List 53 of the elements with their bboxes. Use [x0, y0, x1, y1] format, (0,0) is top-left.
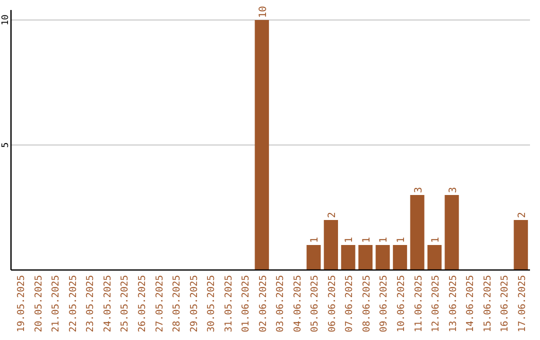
bar: [514, 220, 528, 270]
bar: [324, 220, 338, 270]
x-tick-label: 19.05.2025: [16, 275, 28, 332]
x-tick-label: 22.05.2025: [68, 275, 79, 332]
bar: [358, 245, 373, 270]
data-label: 10: [258, 6, 269, 18]
x-tick-label: 30.05.2025: [206, 275, 218, 332]
x-tick-label: 11.06.2025: [413, 275, 424, 332]
bar: [254, 20, 269, 270]
data-label: 3: [448, 186, 459, 193]
data-label: 1: [430, 236, 442, 243]
x-tick-label: 28.05.2025: [172, 275, 183, 332]
x-tick-label: 14.06.2025: [465, 275, 476, 332]
x-tick-label: 21.05.2025: [50, 275, 62, 332]
bar: [444, 195, 459, 270]
data-label: 2: [326, 212, 338, 218]
x-tick-label: 20.05.2025: [33, 275, 44, 332]
bar: [341, 245, 356, 270]
bar: [427, 245, 442, 270]
x-tick-label: 29.05.2025: [188, 275, 200, 332]
x-tick-label: 26.05.2025: [137, 275, 148, 332]
x-tick-label: 06.06.2025: [326, 275, 338, 332]
x-tick-label: 02.06.2025: [258, 275, 269, 332]
x-tick-label: 17.06.2025: [516, 275, 528, 332]
x-tick-label: 10.06.2025: [396, 275, 407, 332]
x-tick-label: 15.06.2025: [482, 275, 494, 332]
data-label: 1: [378, 236, 390, 243]
x-tick-label: 07.06.2025: [344, 275, 356, 332]
x-tick-label: 27.05.2025: [154, 275, 166, 332]
data-label: 3: [413, 186, 424, 193]
x-tick-label: 16.06.2025: [500, 275, 511, 332]
x-tick-label: 12.06.2025: [430, 275, 442, 332]
x-tick-label: 31.05.2025: [223, 275, 234, 332]
x-tick-label: 23.05.2025: [85, 275, 96, 332]
y-tick-label: 5: [1, 142, 11, 148]
data-label: 1: [361, 236, 372, 243]
x-tick-label: 03.06.2025: [275, 275, 286, 332]
bar: [306, 245, 321, 270]
bar: [410, 195, 424, 270]
x-tick-label: 24.05.2025: [102, 275, 114, 332]
bar: [392, 245, 408, 270]
x-tick-label: 25.05.2025: [120, 275, 131, 332]
x-tick-label: 04.06.2025: [292, 275, 304, 332]
data-label: 1: [344, 236, 356, 243]
data-label: 1: [310, 236, 321, 243]
x-tick-label: 09.06.2025: [378, 275, 390, 332]
bar: [376, 245, 390, 270]
data-label: 1: [396, 236, 407, 243]
x-tick-label: 05.06.2025: [310, 275, 321, 332]
x-tick-label: 13.06.2025: [448, 275, 459, 332]
x-tick-label: 01.06.2025: [240, 275, 252, 332]
x-tick-label: 08.06.2025: [361, 275, 372, 332]
data-label: 2: [516, 212, 528, 218]
